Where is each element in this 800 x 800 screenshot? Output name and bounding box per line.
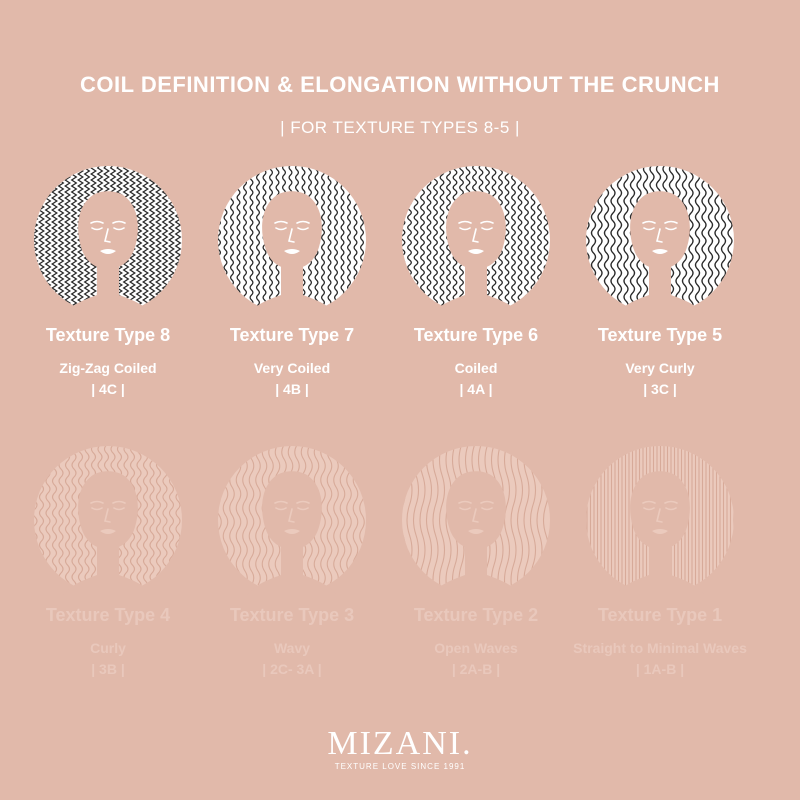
texture-description: Very Curly | 3C | xyxy=(568,358,752,400)
texture-description: Zig-Zag Coiled | 4C | xyxy=(16,358,200,400)
texture-label: Zig-Zag Coiled xyxy=(59,360,157,376)
texture-code: | 4C | xyxy=(91,381,125,397)
coiled-hair-icon xyxy=(402,166,550,315)
texture-label: Straight to Minimal Waves xyxy=(573,640,747,656)
faded-texture-row: Texture Type 4 Curly | 3B | Texture Type… xyxy=(0,445,800,735)
curly-hair-icon xyxy=(586,166,734,315)
active-texture-row: Texture Type 8 Zig-Zag Coiled | 4C | Tex… xyxy=(0,165,800,455)
zigzag-coil-hair-icon xyxy=(34,166,182,315)
texture-description: Straight to Minimal Waves | 1A-B | xyxy=(568,638,752,680)
texture-description: Very Coiled | 4B | xyxy=(200,358,384,400)
texture-name: Texture Type 7 xyxy=(229,325,355,345)
texture-name: Texture Type 8 xyxy=(45,325,171,345)
texture-code: | 4A | xyxy=(459,381,493,397)
texture-description: Wavy | 2C- 3A | xyxy=(200,638,384,680)
brand-tagline: TEXTURE LOVE SINCE 1991 xyxy=(334,762,466,771)
texture-name: Texture Type 6 xyxy=(413,325,539,345)
texture-label: Open Waves xyxy=(434,640,518,656)
texture-name: Texture Type 4 xyxy=(45,605,171,625)
texture-code: | 3C | xyxy=(643,381,677,397)
texture-card-4: Texture Type 4 Curly | 3B | xyxy=(16,445,200,735)
texture-name: Texture Type 1 xyxy=(597,605,723,625)
texture-card-8: Texture Type 8 Zig-Zag Coiled | 4C | xyxy=(16,165,200,455)
brand-logo: MIZANI. xyxy=(327,725,473,762)
texture-name: Texture Type 5 xyxy=(597,325,723,345)
texture-label: Wavy xyxy=(273,640,311,656)
texture-name: Texture Type 3 xyxy=(229,605,355,625)
texture-label: Very Coiled xyxy=(253,360,331,376)
texture-code: | 1A-B | xyxy=(635,661,685,677)
tight-coil-hair-icon xyxy=(218,166,366,315)
straight-hair-icon xyxy=(586,446,734,595)
subheadline: | FOR TEXTURE TYPES 8-5 | xyxy=(280,118,520,137)
texture-code: | 4B | xyxy=(275,381,309,397)
texture-label: Very Curly xyxy=(625,360,695,376)
wavy-hair-icon xyxy=(218,446,366,595)
texture-card-6: Texture Type 6 Coiled | 4A | xyxy=(384,165,568,455)
texture-description: Curly | 3B | xyxy=(16,638,200,680)
texture-card-2: Texture Type 2 Open Waves | 2A-B | xyxy=(384,445,568,735)
texture-card-7: Texture Type 7 Very Coiled | 4B | xyxy=(200,165,384,455)
open-wave-hair-icon xyxy=(402,446,550,595)
curly-hair-icon xyxy=(34,446,182,595)
texture-card-3: Texture Type 3 Wavy | 2C- 3A | xyxy=(200,445,384,735)
texture-code: | 2A-B | xyxy=(451,661,501,677)
texture-description: Coiled | 4A | xyxy=(384,358,568,400)
texture-card-5: Texture Type 5 Very Curly | 3C | xyxy=(568,165,752,455)
texture-label: Coiled xyxy=(454,360,498,376)
texture-label: Curly xyxy=(90,640,126,656)
headline: COIL DEFINITION & ELONGATION WITHOUT THE… xyxy=(80,72,720,97)
texture-name: Texture Type 2 xyxy=(413,605,539,625)
texture-card-1: Texture Type 1 Straight to Minimal Waves… xyxy=(568,445,752,735)
texture-description: Open Waves | 2A-B | xyxy=(384,638,568,680)
texture-code: | 2C- 3A | xyxy=(262,661,322,677)
texture-code: | 3B | xyxy=(91,661,125,677)
